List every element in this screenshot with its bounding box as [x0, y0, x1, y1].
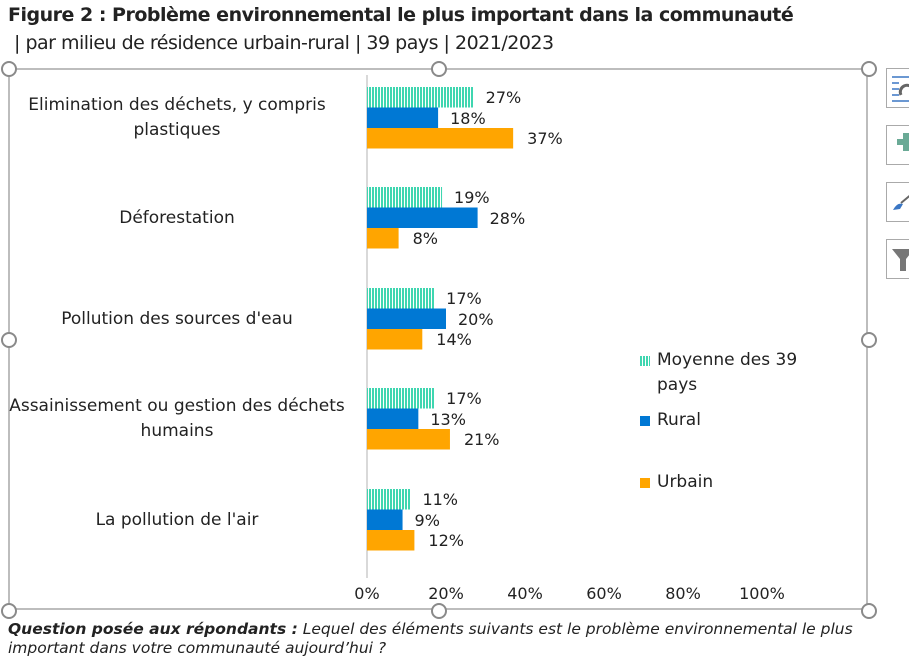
data-label: 20% — [458, 309, 494, 329]
bar-rural[interactable] — [367, 408, 419, 430]
legend-label: Moyenne des 39 pays — [657, 350, 798, 395]
x-tick-label: 20% — [428, 584, 464, 603]
bar-urbain[interactable] — [367, 329, 423, 350]
x-tick-label: 60% — [586, 584, 622, 603]
data-label: 14% — [436, 330, 472, 349]
bar-rural[interactable] — [367, 509, 403, 531]
data-label: 9% — [414, 510, 440, 530]
chart-styles-button[interactable] — [886, 182, 909, 222]
data-label: 37% — [527, 129, 563, 148]
bar-urbain[interactable] — [367, 128, 514, 149]
resize-handle-bm[interactable] — [431, 603, 447, 619]
category-label: La pollution de l'air — [95, 509, 259, 530]
bar-rural[interactable] — [367, 308, 446, 330]
figure-title: Figure 2 : Problème environnemental le p… — [8, 4, 794, 26]
data-label: 18% — [450, 108, 486, 128]
legend-item-rural: Rural — [640, 408, 701, 433]
resize-handle-br[interactable] — [861, 603, 877, 619]
x-tick-label: 80% — [665, 584, 701, 603]
bar-moyenne[interactable] — [367, 388, 435, 409]
bar-urbain[interactable] — [367, 429, 450, 450]
legend-item-average: Moyenne des 39 pays — [640, 348, 840, 398]
resize-handle-tr[interactable] — [861, 61, 877, 77]
category-label: Pollution des sources d'eau — [61, 308, 293, 329]
data-label: 19% — [454, 188, 490, 207]
legend-item-urbain: Urbain — [640, 470, 713, 495]
category-label: Assainissement ou gestion des déchets hu… — [9, 396, 345, 441]
data-label: 21% — [463, 430, 500, 449]
bar-moyenne[interactable] — [367, 288, 435, 309]
chart-layout-button[interactable] — [886, 68, 909, 108]
legend-label: Rural — [657, 410, 701, 430]
data-label: 11% — [422, 490, 458, 509]
x-tick-label: 40% — [507, 584, 543, 603]
category-label: Elimination des déchets, y compris plast… — [28, 95, 326, 140]
resize-handle-tm[interactable] — [431, 61, 447, 77]
data-label: 8% — [412, 229, 438, 248]
bar-moyenne[interactable] — [367, 187, 443, 208]
bar-moyenne[interactable] — [367, 489, 411, 510]
legend-swatch-rural — [640, 416, 650, 426]
data-label: 13% — [430, 409, 466, 429]
data-label: 12% — [428, 531, 464, 550]
bar-urbain[interactable] — [367, 228, 399, 249]
resize-handle-mr[interactable] — [861, 332, 877, 348]
resize-handle-ml[interactable] — [1, 332, 17, 348]
legend-swatch-average — [640, 356, 650, 366]
bar-moyenne[interactable] — [367, 87, 474, 108]
x-tick-label: 100% — [739, 584, 785, 603]
data-label: 17% — [446, 289, 482, 308]
legend-swatch-urbain — [640, 478, 650, 488]
figure-subtitle: | par milieu de résidence urbain-rural |… — [14, 32, 554, 54]
chart-elements-button[interactable] — [886, 125, 909, 165]
resize-handle-tl[interactable] — [1, 61, 17, 77]
question-note: Question posée aux répondants : Lequel d… — [8, 620, 909, 658]
bar-urbain[interactable] — [367, 530, 415, 551]
legend-label: Urbain — [657, 472, 714, 492]
bar-rural[interactable] — [367, 207, 478, 229]
plus-icon — [897, 133, 909, 151]
data-label: 17% — [446, 389, 482, 408]
bar-rural[interactable] — [367, 107, 439, 129]
data-label: 28% — [489, 208, 526, 228]
filter-icon — [892, 249, 909, 271]
x-tick-label: 0% — [354, 584, 380, 603]
question-text: Lequel des éléments suivants est le prob… — [8, 620, 853, 657]
data-label: 27% — [485, 88, 522, 107]
category-label: Déforestation — [119, 207, 235, 228]
question-label: Question posée aux répondants : — [8, 620, 298, 638]
resize-handle-bl[interactable] — [1, 603, 17, 619]
paintbrush-icon — [893, 195, 909, 210]
chart-filters-button[interactable] — [886, 239, 909, 279]
